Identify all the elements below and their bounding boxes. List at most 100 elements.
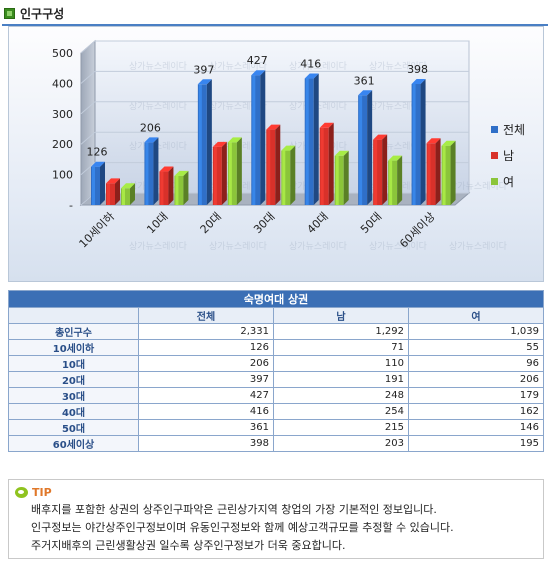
col-header-female: 여 [408,307,544,324]
cell-total: 416 [138,403,274,420]
bar-1-6 [426,143,436,205]
x-tick-label: 50대 [358,210,384,236]
legend-label: 남 [503,149,514,163]
data-label: 361 [354,74,375,87]
bar-0-5 [358,95,368,205]
cell-male: 254 [273,403,409,420]
bar-top-0-0 [91,161,105,167]
row-label: 60세이상 [8,435,139,452]
section-bullet-icon [4,7,15,19]
cell-female: 195 [408,435,544,452]
bar-side-2-2 [236,137,242,205]
bar-highlight-2-4 [335,155,339,205]
bar-top-1-2 [212,141,227,147]
bar-highlight-0-2 [198,84,202,205]
bar-1-1 [159,171,169,205]
cell-total: 398 [138,435,274,452]
chart-gridline-side [80,101,96,115]
chart-watermark: 상가뉴스레이다 [369,61,428,72]
bar-top-0-6 [411,79,426,85]
bar-side-0-5 [367,90,373,205]
bar-highlight-0-1 [145,142,149,205]
y-tick-label: - [69,199,73,212]
chart-watermark: 상가뉴스레이다 [449,241,508,252]
bar-side-2-6 [450,140,456,205]
data-label: 416 [300,58,321,71]
cell-total: 126 [138,339,274,356]
cell-total: 361 [138,419,274,436]
bar-2-3 [281,150,291,205]
table-corner [8,307,139,324]
chart-watermark: 상가뉴스레이다 [369,141,428,152]
cell-male: 110 [273,355,409,372]
bar-side-0-0 [100,161,105,205]
bar-side-0-2 [206,79,212,205]
bar-top-2-3 [281,145,296,151]
bar-side-1-6 [435,138,441,205]
y-tick-label: 400 [52,77,73,90]
bar-highlight-2-6 [442,145,446,205]
chart-watermark: 상가뉴스레이다 [449,181,508,192]
bar-side-2-4 [343,150,349,205]
row-label: 50대 [8,419,139,436]
row-label: 10세이하 [8,339,139,356]
y-tick-label: 500 [52,47,73,60]
bar-top-2-1 [174,170,189,176]
tip-text: 배후지를 포함한 상권의 상주인구파악은 근린상가지역 창업의 가장 기본적인 … [31,501,454,555]
table-row: 10세이하 126 71 55 [8,339,544,356]
tip-line: 인구정보는 야간상주인구정보이며 유동인구정보와 함께 예상고객규모를 추정할 … [31,521,454,534]
bar-highlight-1-1 [160,171,164,205]
bar-top-1-3 [266,124,281,130]
population-chart: 상가뉴스레이다 상가뉴스레이다 상가뉴스레이다 상가뉴스레이다 상가뉴스레이다 상가뉴스레… [8,26,544,282]
chart-gridline-side [80,71,96,84]
cell-male: 215 [273,419,409,436]
data-label: 427 [247,54,268,67]
table-row: 60세이상 398 203 195 [8,435,544,452]
data-label: 397 [193,63,214,76]
bar-side-1-1 [168,166,174,205]
cell-female: 179 [408,387,544,404]
bar-side-1-5 [382,134,388,205]
bar-side-1-4 [328,122,334,205]
tip-line: 주거지배후의 근린생활상권 일수록 상주인구정보가 더욱 중요합니다. [31,539,346,552]
table-caption: 숙명여대 상권 [8,290,544,308]
row-label: 20대 [8,371,139,388]
bar-top-2-2 [227,137,242,143]
bar-top-0-4 [304,73,319,79]
cell-male: 71 [273,339,409,356]
bar-highlight-0-3 [252,75,256,205]
bar-top-0-3 [251,70,266,76]
bar-side-1-0 [115,178,120,205]
title-divider [2,24,548,26]
chart-watermark: 상가뉴스레이다 [129,101,188,112]
bar-top-2-5 [388,155,403,161]
bar-highlight-1-5 [374,139,378,205]
bar-0-1 [144,142,154,205]
bar-highlight-2-3 [282,150,286,205]
cell-male: 191 [273,371,409,388]
chart-gridline-side [80,131,96,145]
bar-0-3 [251,75,261,205]
bar-highlight-1-2 [213,146,217,205]
x-tick-label: 30대 [251,210,277,236]
y-tick-label: 100 [52,169,73,182]
cell-female: 146 [408,419,544,436]
bar-top-1-0 [106,178,120,184]
chart-watermark: 상가뉴스레이다 [129,241,188,252]
legend-label: 전체 [503,123,525,137]
bar-0-4 [304,78,314,205]
bar-side-2-3 [290,145,296,205]
col-header-total: 전체 [138,307,274,324]
bar-highlight-2-0 [122,188,125,205]
chart-watermark: 상가뉴스레이다 [209,241,268,252]
cell-total: 206 [138,355,274,372]
col-header-male: 남 [273,307,409,324]
bar-top-1-1 [159,166,174,172]
y-tick-label: 200 [52,138,73,151]
data-label: 126 [87,146,108,159]
bar-side-1-2 [221,141,227,205]
bar-top-1-5 [373,134,388,140]
bar-1-2 [212,146,222,205]
cell-total: 427 [138,387,274,404]
cell-total: 397 [138,371,274,388]
